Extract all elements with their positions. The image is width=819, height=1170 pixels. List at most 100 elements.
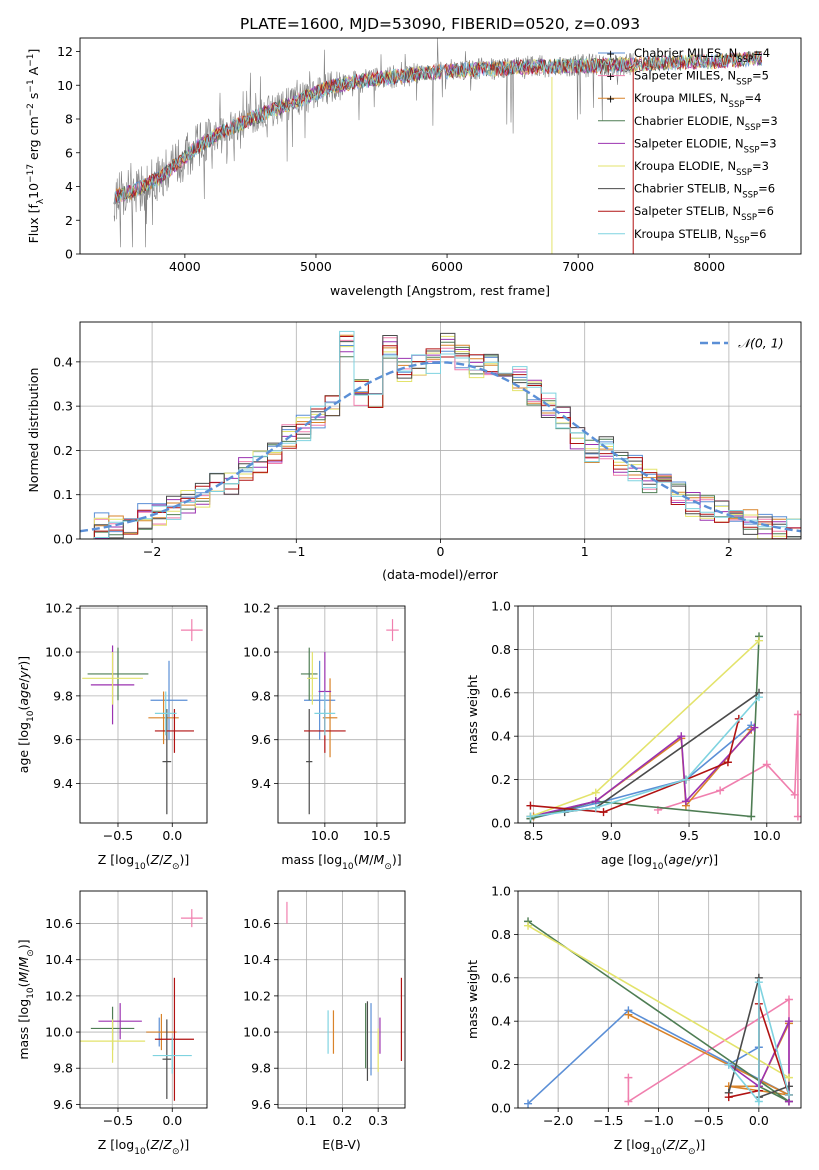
legend-marker: + [606,70,615,83]
weight-point [784,1017,793,1026]
weight-point [524,1099,533,1108]
x-tick-label: 7000 [562,259,594,274]
plot-area [82,619,203,815]
plot-area [80,330,801,539]
y-tick-label: 0.4 [491,729,511,744]
panel-residuals: −2 −1 0 1 2 0.0 0.1 0.2 0.3 0.4 (data-model)/error… [26,321,802,582]
y-tick-label: 12 [57,44,73,59]
y-tick-label: 9.6 [53,1097,73,1112]
y-tick-label: 9.6 [53,732,73,747]
histogram-step-line [80,336,801,539]
normal-curve-line [80,361,801,533]
x-tick-label: −0.5 [693,1113,723,1128]
x-tick-label: 6000 [431,259,463,274]
panel-z-vs-age: −0.5 0.0 9.4 9.6 9.8 10.0 10.2 Z [log10(Z/Z⊙)] a… [16,601,208,872]
legend-entry: Chabrier ELODIE, NSSP=3 [598,114,778,133]
y-tick-label: 10.2 [45,601,73,616]
legend-label: 𝒩(0, 1) [738,336,784,351]
y-tick-label: 0.4 [491,1014,511,1029]
y-tick-label: 0.8 [491,642,511,657]
y-tick-label: 10.4 [45,952,73,967]
z-vs-mass-x-axis-label: Z [log10(Z/Z⊙)] [98,1137,190,1157]
weight-point [754,978,763,987]
weight-point [755,693,764,702]
y-tick-label: 9.6 [251,732,271,747]
y-tick-label: 0.6 [491,970,511,985]
panel-age-weight: 8.5 9.0 9.5 10.0 0.0 0.2 0.4 0.6 0.8 1.0 age [log1… [465,599,802,872]
legend-entry: Salpeter ELODIE, NSSP=3 [598,136,777,155]
y-tick-label: 0.4 [53,354,73,369]
age-weight-y-axis-label: mass weight [465,675,480,754]
y-tick-label: 9.6 [251,1097,271,1112]
y-tick-label: 10.2 [45,988,73,1003]
legend-entry: Kroupa ELODIE, NSSP=3 [598,159,769,178]
x-tick-label: −0.5 [103,828,133,843]
legend-marker: + [606,93,615,106]
y-tick-label: 0 [65,247,73,262]
y-tick-label: 9.8 [53,688,73,703]
y-tick-label: 8 [65,112,73,127]
legend-label: Salpeter MILES, NSSP=5 [634,69,769,88]
y-tick-label: 10 [57,78,73,93]
weight-line [657,714,799,817]
x-tick-label: −1 [287,544,305,559]
spectrum-model-line [113,51,762,205]
spectrum-x-axis-label: wavelength [Angstrom, rest frame] [330,283,550,298]
weight-point [754,1097,763,1106]
x-tick-label: 9.5 [679,828,699,843]
x-tick-label: 10.5 [363,828,391,843]
weight-line [530,718,740,813]
y-tick-label: 0.3 [53,399,73,414]
y-tick-label: 10.2 [243,601,271,616]
x-tick-label: −1.0 [643,1113,673,1128]
z-vs-age-y-axis-label: age [log10(age/yr)] [16,656,36,773]
x-tick-label: 10.0 [753,828,781,843]
weight-point [681,775,690,784]
y-tick-label: 0.2 [491,772,511,787]
y-tick-label: 4 [65,179,73,194]
histogram-step-line [80,330,801,539]
residual-y-axis-label: Normed distribution [26,368,41,493]
y-tick-label: 0.8 [491,927,511,942]
weight-point [591,803,600,812]
weight-point [681,797,690,806]
axes-frame [517,605,802,824]
x-tick-label: −1.5 [593,1113,623,1128]
weight-point [784,995,793,1004]
legend-label: Chabrier ELODIE, NSSP=3 [634,114,778,133]
y-tick-label: 9.8 [53,1061,73,1076]
figure-title: PLATE=1600, MJD=53090, FIBERID=0520, z=0… [240,15,640,33]
z-vs-age-x-axis-label: Z [log10(Z/Z⊙)] [98,852,190,872]
y-tick-label: 2 [65,213,73,228]
y-tick-label: 10.6 [243,916,271,931]
weight-line [728,981,790,1104]
x-tick-label: −2.0 [543,1113,573,1128]
legend-marker: + [606,48,615,61]
legend-label: Kroupa ELODIE, NSSP=3 [634,159,769,178]
weight-point [790,790,799,799]
x-tick-label: 0 [437,544,445,559]
y-tick-label: 10.0 [45,645,73,660]
y-tick-label: 9.4 [251,776,271,791]
y-tick-label: 10.2 [243,988,271,1003]
x-tick-label: 1 [581,544,589,559]
weight-point [624,1073,633,1082]
plot-area [524,917,793,1108]
y-tick-label: 0.6 [491,685,511,700]
ebv-vs-mass-x-axis-label: E(B-V) [322,1137,361,1152]
weight-point [526,812,535,821]
x-tick-label: −0.5 [103,1113,133,1128]
x-tick-label: 0.0 [162,828,182,843]
weight-point [526,801,535,810]
weight-point [599,808,608,817]
plot-area [300,619,399,815]
z-weight-x-axis-label: Z [log10(Z/Z⊙)] [614,1137,706,1157]
y-tick-label: 0.0 [491,816,511,831]
histogram-step-line [80,332,801,539]
y-tick-label: 1.0 [491,884,511,899]
legend-label: Salpeter STELIB, NSSP=6 [634,204,774,223]
y-tick-label: 0.1 [53,487,73,502]
y-tick-label: 10.0 [243,1025,271,1040]
x-tick-label: 2 [725,544,733,559]
